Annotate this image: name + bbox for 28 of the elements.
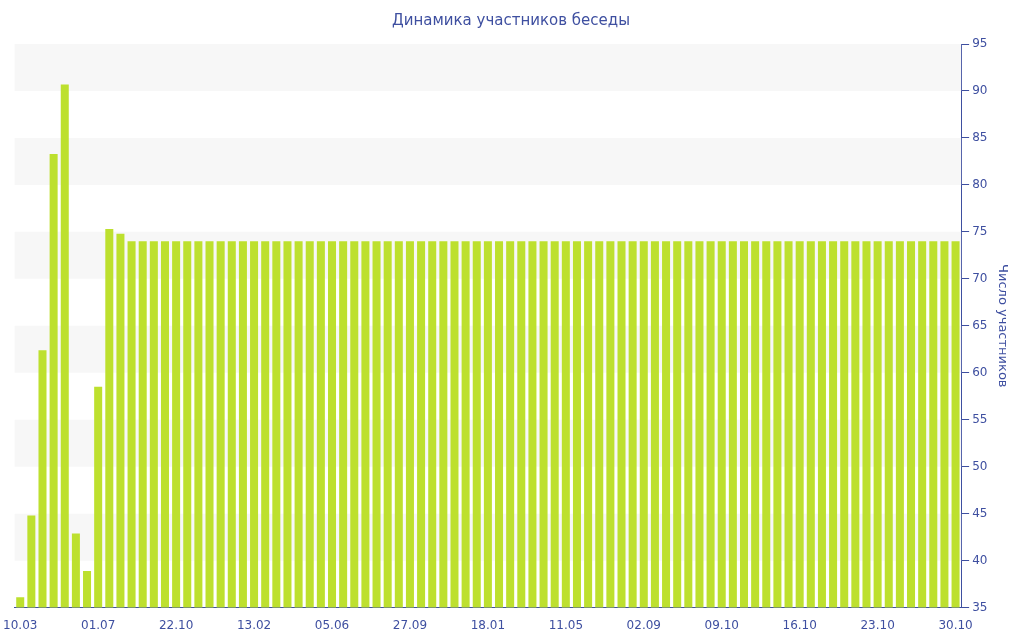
x-tick-label: 16.10 [782, 617, 817, 632]
x-tick-label: 30.10 [938, 617, 973, 632]
y-tick-label: 35 [972, 599, 988, 614]
y-tick-label: 75 [972, 223, 988, 238]
y-tick-label: 90 [972, 83, 988, 98]
x-tick-label: 23.10 [860, 617, 895, 632]
y-tick-label: 45 [972, 505, 988, 520]
y-tick-label: 85 [972, 130, 988, 145]
chart-title: Динамика участников беседы [391, 10, 631, 29]
x-tick-label: 05.06 [314, 617, 350, 632]
y-tick-label: 95 [972, 36, 988, 51]
x-tick-label: 01.07 [80, 617, 116, 632]
x-tick-label: 22.10 [158, 617, 194, 632]
x-tick-label: 11.05 [548, 617, 584, 632]
y-tick-label: 65 [972, 317, 988, 332]
y-tick-label: 40 [972, 552, 988, 567]
x-tick-label: 02.09 [626, 617, 661, 632]
y-tick-label: 80 [972, 177, 988, 192]
y-tick-label: 70 [972, 270, 988, 285]
x-tick-label: 09.10 [704, 617, 739, 632]
x-tick-label: 10.03 [3, 617, 38, 632]
y-tick-label: 50 [972, 458, 988, 473]
x-tick-label: 13.02 [236, 617, 272, 632]
y-axis-title: Число участников [995, 264, 1011, 388]
y-tick-label: 55 [972, 411, 988, 426]
x-tick-label: 18.01 [470, 617, 506, 632]
y-tick-label: 60 [972, 364, 988, 379]
x-tick-label: 27.09 [392, 617, 428, 632]
